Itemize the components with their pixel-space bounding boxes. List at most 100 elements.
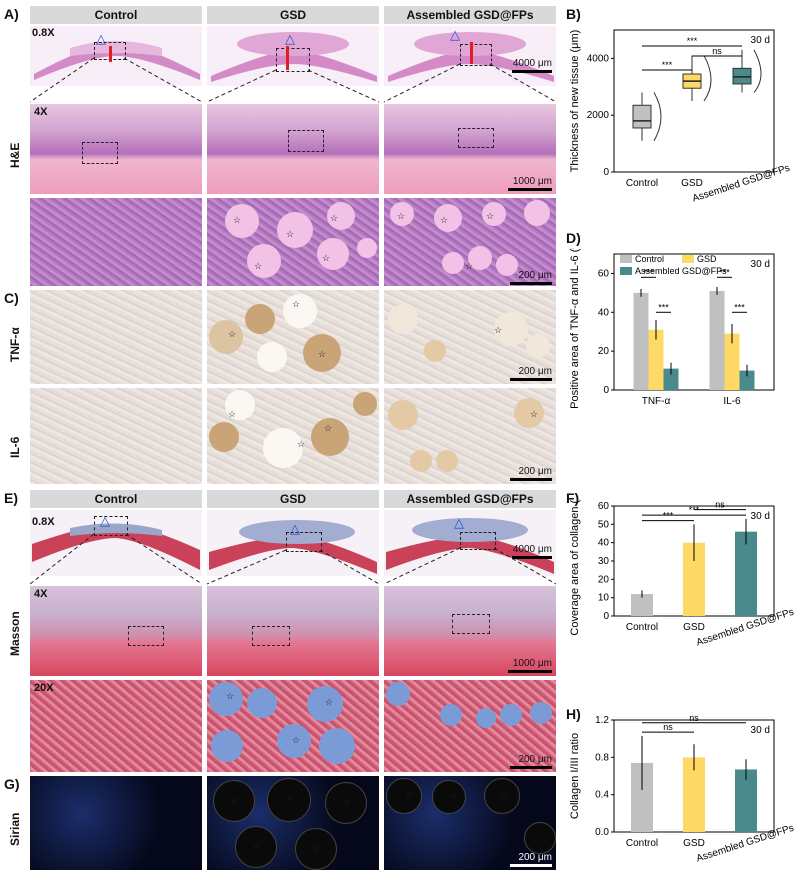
legend-label: GSD (697, 254, 717, 264)
col-header-assembled-e: Assembled GSD@FPs (384, 490, 556, 508)
zoom-box (94, 516, 128, 536)
masson-20x-assembled (384, 680, 556, 772)
zoom-box (288, 130, 324, 152)
star-icon: ☆ (292, 735, 301, 745)
he-4x-gsd (207, 104, 379, 194)
col-header-control-e: Control (30, 490, 202, 508)
star-icon: ☆ (292, 299, 301, 309)
row-label-sirian: Sirian (8, 812, 22, 846)
sirian-assembled (384, 776, 556, 870)
masson-low-gsd (207, 510, 379, 576)
col-header-gsd: GSD (207, 6, 379, 24)
y-tick-label: 40 (598, 307, 610, 318)
he-4x-control (30, 104, 202, 194)
x-category-label: TNF-α (642, 396, 671, 407)
zoom-box (286, 532, 322, 552)
x-category-label: Control (626, 838, 658, 849)
zoom-box (276, 48, 310, 72)
time-note: 30 d (751, 725, 770, 736)
star-icon: ☆ (318, 349, 327, 359)
row-label-masson: Masson (8, 611, 22, 656)
y-tick-label: 0.4 (595, 790, 609, 801)
scalebar-200: 200 μm (510, 754, 552, 769)
star-icon: ☆ (440, 215, 449, 225)
star-icon: ☆ (324, 423, 333, 433)
masson-4x-assembled (384, 586, 556, 676)
y-tick-label: 0 (603, 385, 609, 396)
zoom-box (458, 128, 494, 148)
scalebar-1000: 1000 μm (508, 176, 552, 191)
ihc-il6-assembled (384, 388, 556, 484)
star-icon: ☆ (254, 261, 263, 271)
row-label-tnf: TNF-α (8, 327, 22, 362)
star-icon: ☆ (228, 329, 237, 339)
scalebar-200: 200 μm (510, 852, 552, 867)
bar (633, 292, 649, 390)
panel-label-f: F) (566, 490, 580, 506)
scalebar-200: 200 μm (510, 466, 552, 481)
sirian-gsd (207, 776, 379, 870)
thickness-marker (109, 46, 112, 62)
zoom-box (460, 44, 492, 66)
star-icon: ☆ (500, 789, 509, 799)
legend-label: Control (635, 254, 664, 264)
x-category-label: GSD (683, 622, 705, 633)
col-header-assembled: Assembled GSD@FPs (384, 6, 556, 24)
star-icon: ☆ (252, 841, 261, 851)
masson-20x-gsd (207, 680, 379, 772)
ihc-tnf-assembled (384, 290, 556, 384)
scalebar-200: 200 μm (510, 270, 552, 285)
row-label-he: H&E (8, 142, 22, 168)
legend-label: Assembled GSD@FPs (635, 266, 727, 276)
mag-label-a-mid: 4X (34, 106, 48, 118)
bar (683, 542, 705, 616)
col-header-control: Control (30, 6, 202, 24)
y-axis-label: Coverage area of collagen (%) (569, 500, 581, 636)
scalebar-4000: 4000 μm (512, 58, 552, 73)
y-tick-label: 0 (603, 611, 609, 622)
time-note: 30 d (751, 259, 770, 270)
significance-label: *** (689, 505, 700, 515)
distribution-curve (703, 55, 712, 102)
sirian-control (30, 776, 202, 870)
y-tick-label: 0.0 (595, 827, 609, 838)
star-icon: ☆ (405, 789, 414, 799)
y-tick-label: 20 (598, 346, 610, 357)
zoom-box (252, 626, 290, 646)
panel-label-h: H) (566, 706, 581, 722)
ihc-tnf-control (30, 290, 202, 384)
significance-label: ns (663, 722, 673, 732)
time-note: 30 d (751, 35, 770, 46)
significance-label: *** (687, 36, 698, 46)
y-tick-label: 60 (598, 268, 610, 279)
star-icon: ☆ (465, 261, 474, 271)
y-tick-label: 30 (598, 556, 610, 567)
ihc-il6-control (30, 388, 202, 484)
x-category-label: Control (626, 622, 658, 633)
ihc-tnf-gsd (207, 290, 379, 384)
thickness-marker (470, 42, 473, 64)
he-20x-gsd (207, 198, 379, 286)
plot-frame (613, 253, 775, 391)
y-tick-label: 50 (598, 519, 610, 530)
implant-triangle-icon: △ (100, 513, 110, 528)
scalebar-1000: 1000 μm (508, 658, 552, 673)
y-tick-label: 0.8 (595, 752, 609, 763)
y-axis-label: Thickness of new tissue (μm) (569, 30, 581, 173)
y-axis-label: Collagen I/III ratio (569, 733, 581, 819)
panel-label-d: D) (566, 230, 581, 246)
star-icon: ☆ (486, 211, 495, 221)
he-low-gsd (207, 26, 379, 86)
he-low-control (30, 26, 202, 86)
x-category-label: GSD (683, 838, 705, 849)
y-tick-label: 2000 (587, 110, 610, 121)
scalebar-200: 200 μm (510, 366, 552, 381)
zoom-connector-lines (30, 57, 556, 103)
significance-label: *** (663, 511, 674, 521)
implant-triangle-icon: △ (290, 521, 300, 536)
y-tick-label: 10 (598, 593, 610, 604)
chart-d: 0 20 40 60 Positive area of TNF-α and IL-6 (… (569, 248, 775, 409)
y-tick-label: 4000 (587, 53, 610, 64)
implant-triangle-icon: △ (450, 27, 460, 42)
chart-h: 0.0 0.4 0.8 1.2 Collagen I/III ratio 30 d ns ns… (569, 716, 795, 865)
